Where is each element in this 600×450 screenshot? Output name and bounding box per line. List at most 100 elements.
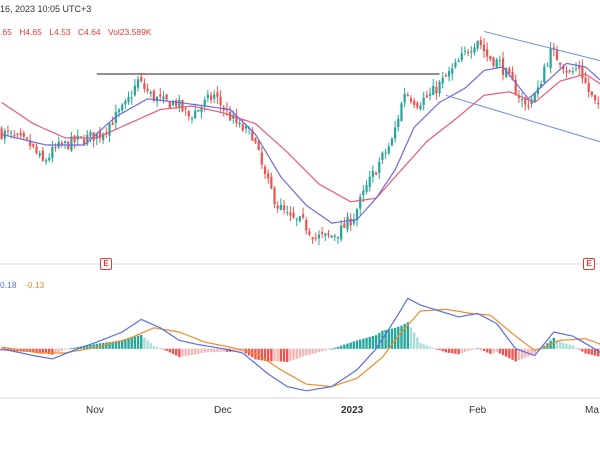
macd-histogram-bar <box>527 348 530 357</box>
macd-histogram-bar <box>412 332 416 349</box>
macd-histogram-bar <box>473 348 476 350</box>
candle-body <box>470 51 473 53</box>
earnings-marker-2[interactable]: E <box>583 258 595 270</box>
candle-body <box>416 103 419 108</box>
macd-histogram-bar <box>371 336 375 349</box>
macd-layer <box>0 297 600 392</box>
candle-body <box>333 235 336 237</box>
macd-histogram-bar <box>562 342 565 349</box>
candle-body <box>251 129 254 141</box>
candle-body <box>463 50 467 52</box>
macd-histogram-bar <box>149 343 152 349</box>
candle-body <box>460 53 463 60</box>
candle-body <box>111 122 114 125</box>
candle-body <box>473 47 476 53</box>
ma-slow-line <box>1 73 600 203</box>
macd-histogram-bar <box>203 348 206 353</box>
macd-histogram-bar <box>362 338 365 349</box>
macd-histogram-bar <box>86 345 89 349</box>
macd-histogram-bar <box>578 348 581 350</box>
candle-body <box>409 98 413 102</box>
candle-body <box>295 218 298 220</box>
macd-histogram-bar <box>460 348 463 354</box>
candle-body <box>254 138 257 143</box>
candle-body <box>428 93 432 96</box>
macd-histogram-bar <box>393 327 397 349</box>
candle-body <box>419 105 422 110</box>
macd-histogram-bar <box>514 348 517 362</box>
candle-body <box>155 96 159 102</box>
macd-histogram-bar <box>159 347 162 349</box>
candle-body <box>298 216 302 222</box>
macd-histogram-bar <box>327 348 330 350</box>
macd-histogram-bar <box>476 348 479 350</box>
candle-body <box>225 109 229 111</box>
candle-body <box>289 212 292 216</box>
candle-body <box>454 62 457 68</box>
macd-histogram-bar <box>57 348 60 353</box>
candle-body <box>482 44 486 52</box>
macd-histogram-bar <box>416 337 419 349</box>
macd-histogram-bar <box>330 348 333 350</box>
candle-body <box>343 223 346 228</box>
macd-histogram-bar <box>463 348 467 353</box>
candle-body <box>282 205 286 210</box>
macd-histogram-bar <box>105 342 108 349</box>
macd-histogram-bar <box>54 348 57 354</box>
macd-histogram-bar <box>273 348 276 362</box>
candle-body <box>51 146 54 159</box>
candle-body <box>146 88 149 91</box>
macd-histogram-bar <box>432 347 435 349</box>
candle-body <box>495 59 498 68</box>
macd-histogram-bar <box>339 345 343 349</box>
macd-histogram-bar <box>571 345 575 349</box>
macd-histogram-bar <box>355 340 359 349</box>
macd-histogram-bar <box>336 346 340 349</box>
candle-body <box>209 95 213 100</box>
macd-histogram-bar <box>428 346 432 349</box>
macd-histogram-bar <box>13 348 16 352</box>
candle-body <box>213 94 216 99</box>
earnings-marker-1[interactable]: E <box>100 258 112 270</box>
candle-body <box>457 60 460 63</box>
candle-body <box>584 77 587 83</box>
candle-body <box>32 143 35 147</box>
macd-histogram-bar <box>305 348 308 356</box>
close-value: C4.64 <box>77 27 101 37</box>
candle-body <box>476 40 479 49</box>
candle-body <box>435 86 438 94</box>
candle-body <box>257 141 260 150</box>
macd-histogram-bar <box>263 348 267 361</box>
candle-body <box>273 187 276 205</box>
macd-histogram-bar <box>584 348 587 354</box>
candle-body <box>279 204 282 210</box>
candle-body <box>533 93 536 102</box>
candle-body <box>562 66 565 70</box>
macd-histogram-bar <box>397 326 400 349</box>
candle-body <box>9 132 13 134</box>
macd-histogram-bar <box>441 348 444 352</box>
candle-body <box>597 103 600 105</box>
candle-body <box>79 136 83 138</box>
macd-histogram-bar <box>565 343 568 349</box>
candle-body <box>108 123 111 136</box>
macd-histogram-bar <box>555 339 559 349</box>
macd-histogram-bar <box>254 348 257 360</box>
macd-histogram-bar <box>435 348 438 350</box>
candle-body <box>86 134 89 145</box>
macd-histogram-bar <box>295 348 298 359</box>
candle-body <box>381 152 384 160</box>
candle-body <box>349 218 352 226</box>
signal-line <box>1 308 600 388</box>
macd-histogram-bar <box>517 348 521 361</box>
macd-histogram-bar <box>374 335 378 349</box>
macd-histogram-bar <box>289 348 292 361</box>
candle-body <box>194 110 197 119</box>
macd-histogram-bar <box>143 337 146 349</box>
macd-histogram-bar <box>558 341 562 349</box>
header-datetime: 16, 2023 10:05 UTC+3 <box>0 4 92 14</box>
candle-body <box>425 95 428 98</box>
candle-body <box>362 190 365 196</box>
candle-body <box>244 125 248 129</box>
macd-histogram-bar <box>67 348 70 350</box>
